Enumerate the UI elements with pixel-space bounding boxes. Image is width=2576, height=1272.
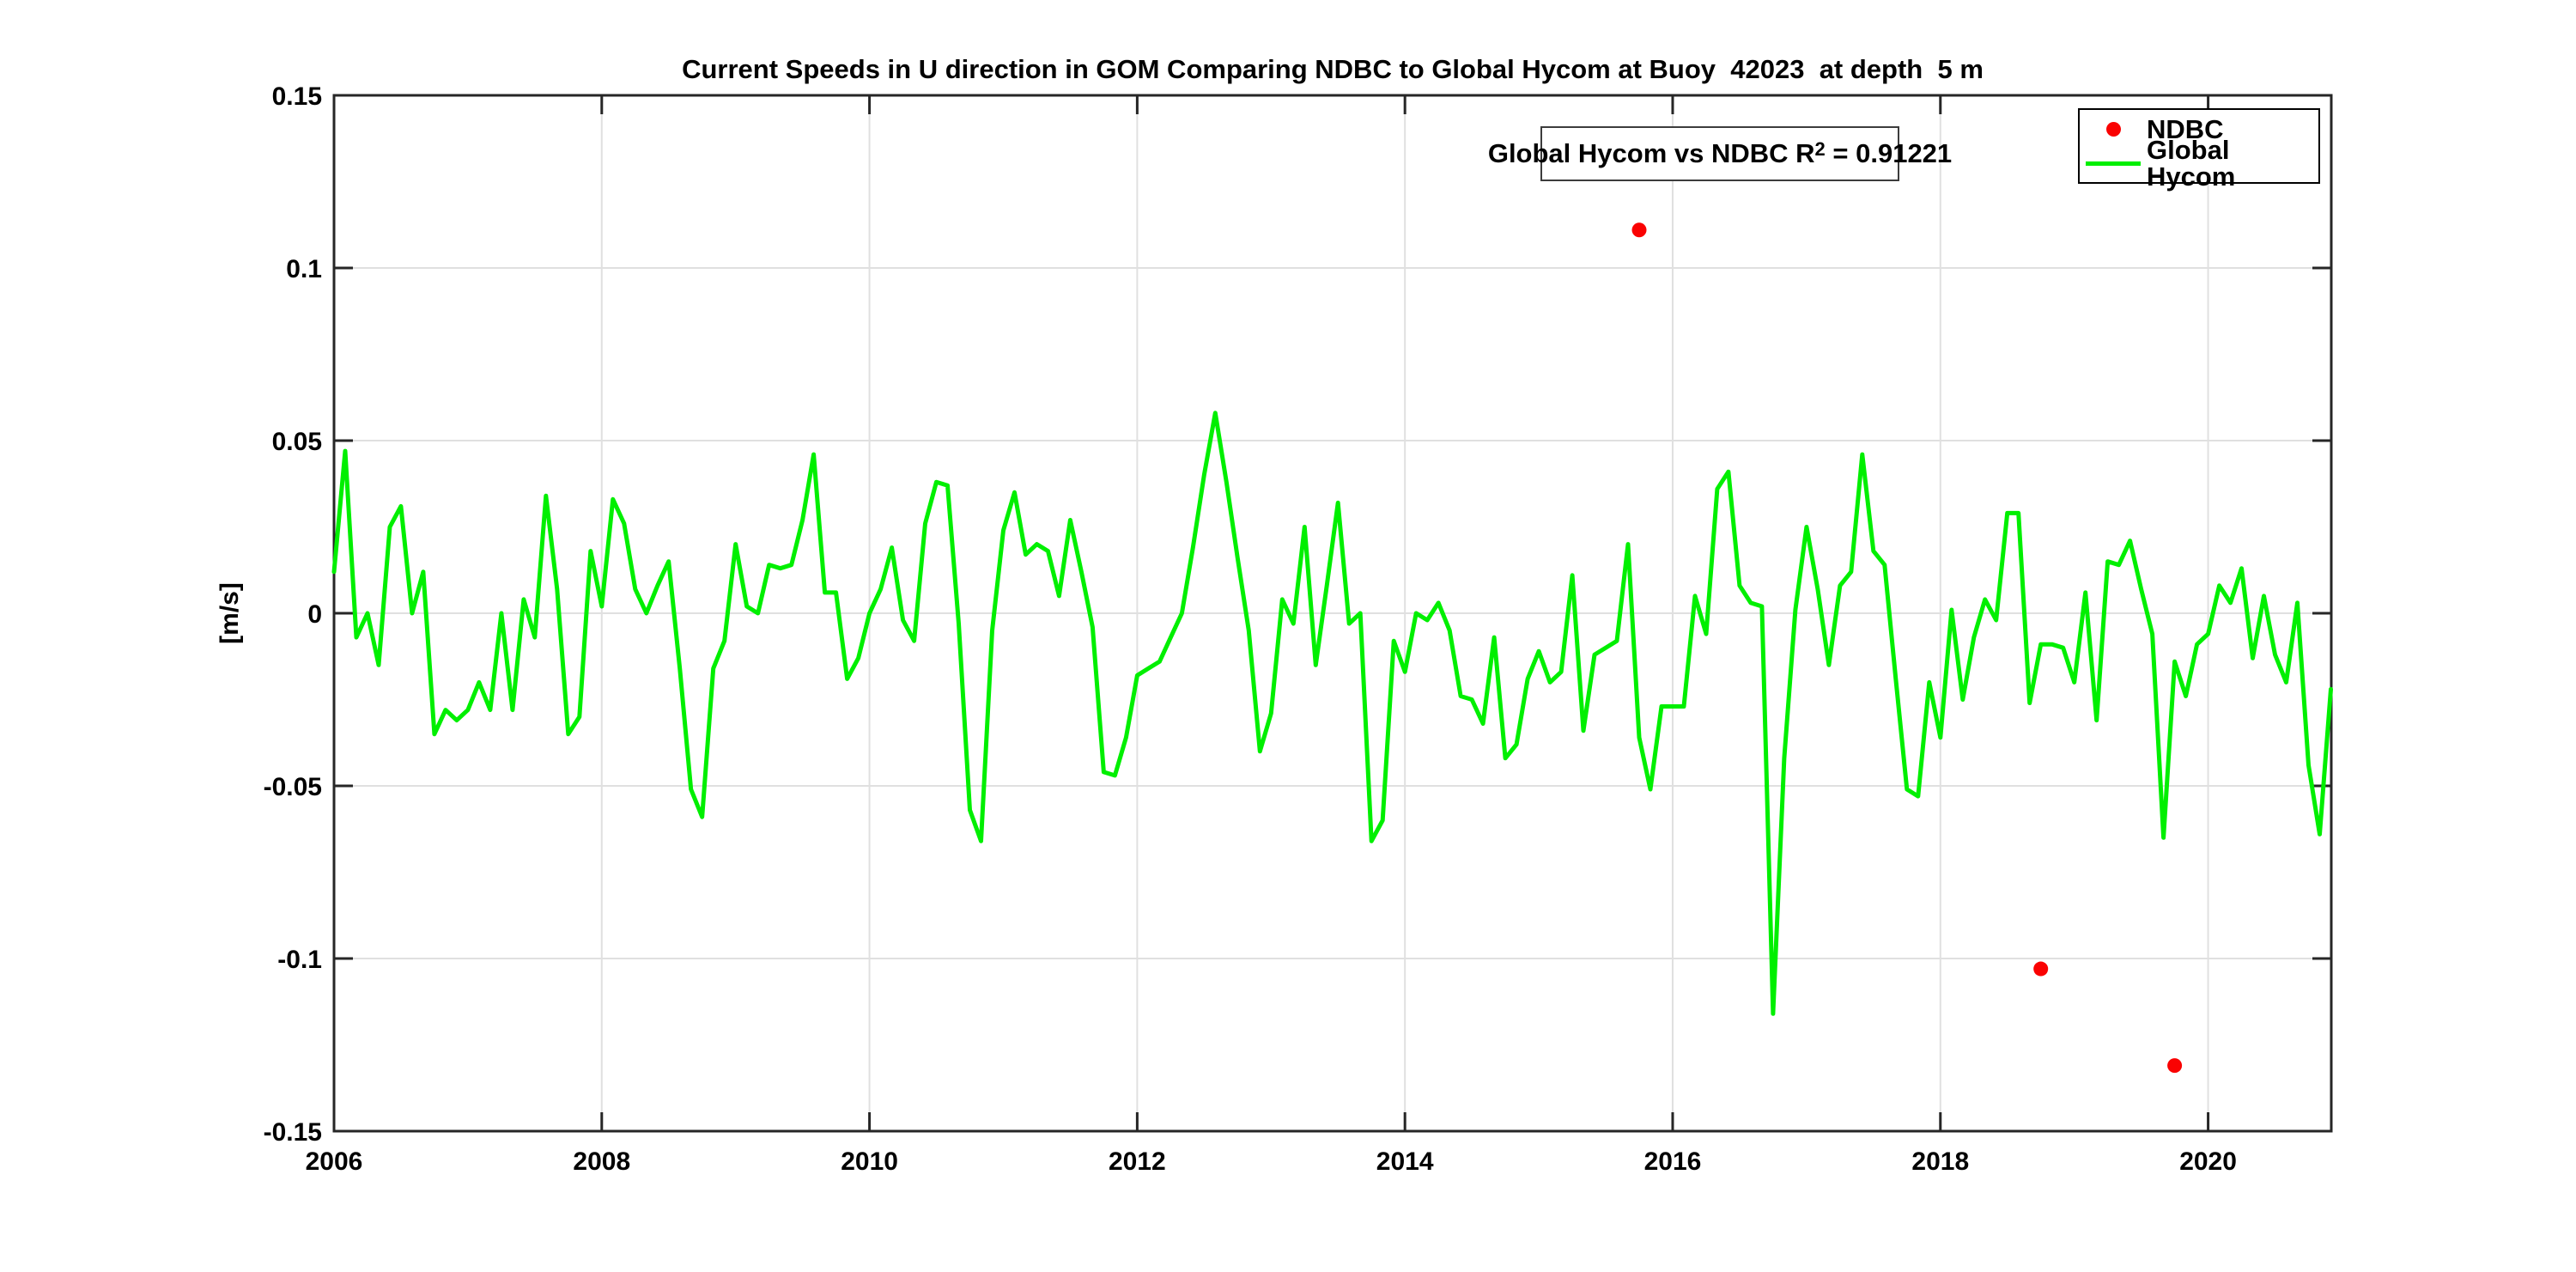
x-tick-label: 2012	[1109, 1147, 1166, 1176]
legend-label-ndbc: NDBC	[2147, 113, 2224, 144]
legend-item-ndbc: NDBC	[2080, 112, 2318, 146]
superscript-2: 2	[1814, 138, 1826, 160]
y-tick-label: 0.15	[272, 82, 322, 111]
r-squared-annotation: Global Hycom vs NDBC R2 = 0.91221	[1488, 126, 1952, 181]
legend-item-global-hycom: Global Hycom	[2080, 137, 2318, 190]
x-tick-label: 2014	[1376, 1147, 1434, 1176]
x-tick-label: 2016	[1644, 1147, 1702, 1176]
y-tick-label: -0.15	[264, 1118, 322, 1147]
x-tick-label: 2018	[1911, 1147, 1969, 1176]
legend-marker-cell	[2080, 121, 2147, 137]
y-tick-label: -0.05	[264, 773, 322, 801]
legend-marker-cell	[2080, 161, 2147, 166]
ndbc-point	[2167, 1058, 2183, 1074]
ndbc-point	[1631, 222, 1647, 238]
y-axis-label: [m/s]	[216, 582, 244, 644]
ndbc-marker-icon	[2105, 121, 2121, 137]
y-tick-label: 0.05	[272, 428, 322, 456]
chart-title: Current Speeds in U direction in GOM Com…	[682, 54, 1984, 84]
y-tick-label: -0.1	[277, 946, 322, 974]
global-hycom-line	[331, 411, 2333, 1016]
x-tick-label: 2010	[841, 1147, 898, 1176]
y-tick-label: 0.1	[286, 255, 322, 283]
legend-label-global-hycom: Global Hycom	[2147, 135, 2236, 192]
r-squared-text: Global Hycom vs NDBC R2 = 0.91221	[1487, 138, 1953, 168]
legend: NDBC Global Hycom	[2078, 108, 2320, 190]
y-tick-label: 0	[307, 600, 322, 629]
x-tick-label: 2008	[573, 1147, 630, 1176]
x-tick-label: 2006	[306, 1147, 363, 1176]
hycom-line-icon	[2086, 161, 2141, 166]
x-tick-label: 2020	[2179, 1147, 2237, 1176]
ndbc-point	[2033, 961, 2049, 977]
